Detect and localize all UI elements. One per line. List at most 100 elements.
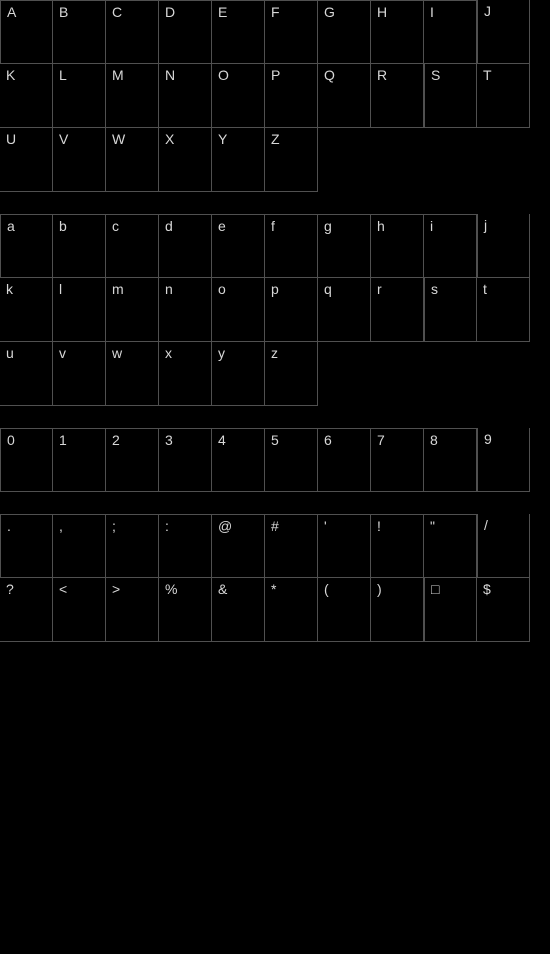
glyph-label: 9 [484,432,523,446]
glyph-cell: $ [477,578,530,642]
glyph-label: o [218,282,258,296]
glyph-label: F [271,5,311,19]
glyph-label: * [271,582,311,596]
glyph-label: z [271,346,311,360]
glyph-cell: J [477,0,530,64]
glyph-label: R [377,68,417,82]
glyph-label: H [377,5,417,19]
glyph-label: 2 [112,433,152,447]
glyph-cell: H [371,0,424,64]
glyph-cell: < [53,578,106,642]
glyph-label: J [484,4,523,18]
glyph-label: , [59,519,99,533]
glyph-cell: O [212,64,265,128]
glyph-label: q [324,282,364,296]
glyph-cell: 6 [318,428,371,492]
glyph-label: k [6,282,46,296]
glyph-label: j [484,218,523,232]
glyph-cell: > [106,578,159,642]
glyph-label: ) [377,582,417,596]
glyph-label: 6 [324,433,364,447]
glyph-cell: z [265,342,318,406]
glyph-label: > [112,582,152,596]
glyph-label: h [377,219,417,233]
glyph-label: L [59,68,99,82]
glyph-cell: t [477,278,530,342]
glyph-label: X [165,132,205,146]
glyph-label: 0 [7,433,46,447]
glyph-cell: 4 [212,428,265,492]
glyph-cell: n [159,278,212,342]
glyph-cell: D [159,0,212,64]
glyph-cell: w [106,342,159,406]
glyph-label: 4 [218,433,258,447]
glyph-label: c [112,219,152,233]
glyph-cell: A [0,0,53,64]
glyph-label: T [483,68,523,82]
glyph-cell: 1 [53,428,106,492]
glyph-label: r [377,282,417,296]
glyph-cell: / [477,514,530,578]
glyph-cell: R [371,64,424,128]
glyph-cell: " [424,514,477,578]
glyph-label: " [430,519,470,533]
glyph-label: x [165,346,205,360]
glyph-label: ; [112,519,152,533]
glyph-cell: □ [424,578,477,642]
glyph-label: # [271,519,311,533]
glyph-cell: y [212,342,265,406]
glyph-label: V [59,132,99,146]
glyph-cell: % [159,578,212,642]
glyph-cell: G [318,0,371,64]
glyph-cell: F [265,0,318,64]
glyph-cell: p [265,278,318,342]
glyph-cell: 2 [106,428,159,492]
glyph-label: ! [377,519,417,533]
glyph-label: m [112,282,152,296]
glyph-cell: Z [265,128,318,192]
glyph-cell: h [371,214,424,278]
glyph-label: A [7,5,46,19]
glyph-cell: u [0,342,53,406]
glyph-cell: # [265,514,318,578]
glyph-label: Y [218,132,258,146]
glyph-cell: V [53,128,106,192]
glyph-label: n [165,282,205,296]
glyph-cell: f [265,214,318,278]
glyph-label: B [59,5,99,19]
glyph-cell: 5 [265,428,318,492]
glyph-cell: 8 [424,428,477,492]
section-symbols: .,;:@#'!"/?<>%&*()□$ [0,514,550,642]
glyph-cell: ( [318,578,371,642]
glyph-cell: ? [0,578,53,642]
glyph-cell: 3 [159,428,212,492]
glyph-cell: I [424,0,477,64]
glyph-cell: N [159,64,212,128]
glyph-label: i [430,219,470,233]
glyph-label: M [112,68,152,82]
glyph-label: & [218,582,258,596]
glyph-label: f [271,219,311,233]
glyph-label: b [59,219,99,233]
glyph-cell: v [53,342,106,406]
glyph-cell: B [53,0,106,64]
glyph-cell: o [212,278,265,342]
glyph-cell: r [371,278,424,342]
glyph-label: C [112,5,152,19]
glyph-label: 3 [165,433,205,447]
glyph-label: v [59,346,99,360]
glyph-cell: k [0,278,53,342]
glyph-cell: 7 [371,428,424,492]
glyph-cell: e [212,214,265,278]
character-map: ABCDEFGHIJKLMNOPQRSTUVWXYZabcdefghijklmn… [0,0,550,642]
glyph-cell: , [53,514,106,578]
glyph-label: I [430,5,470,19]
glyph-cell: E [212,0,265,64]
glyph-label: 8 [430,433,470,447]
glyph-label: □ [431,582,470,596]
glyph-label: G [324,5,364,19]
glyph-cell: P [265,64,318,128]
section-digits: 0123456789 [0,428,550,492]
glyph-label: d [165,219,205,233]
glyph-cell: W [106,128,159,192]
